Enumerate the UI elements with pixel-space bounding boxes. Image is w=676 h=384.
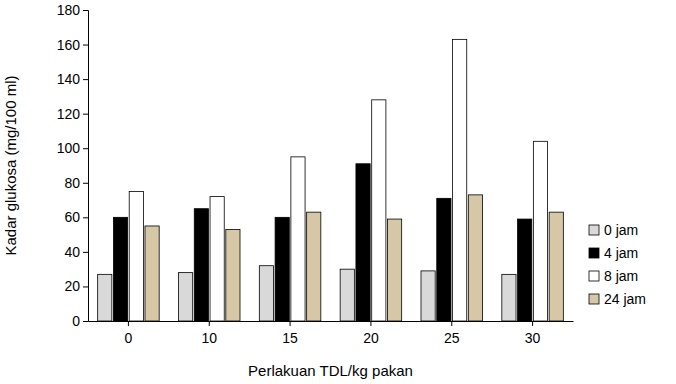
y-tick: 0 — [72, 313, 88, 329]
y-tick: 20 — [64, 278, 88, 294]
x-tick-label: 10 — [201, 330, 217, 346]
bar — [210, 197, 224, 321]
x-tick-label: 15 — [282, 330, 298, 346]
x-tick-mark — [128, 321, 129, 326]
bar-series — [145, 195, 563, 321]
legend-item: 24 jam — [589, 291, 646, 307]
legend: 0 jam 4 jam 8 jam 24 jam — [589, 222, 646, 307]
bar — [549, 212, 563, 321]
x-tick-mark — [370, 321, 371, 326]
x-tick-mark — [209, 321, 210, 326]
bar — [340, 269, 354, 321]
bar-series — [129, 39, 547, 321]
bar — [226, 229, 240, 321]
y-tick-mark — [83, 252, 88, 253]
bar — [113, 217, 127, 321]
y-tick: 40 — [64, 244, 88, 260]
y-tick: 100 — [57, 140, 88, 156]
x-tick: 25 — [444, 321, 460, 346]
x-tick: 0 — [125, 321, 133, 346]
y-tick-label: 180 — [57, 2, 81, 18]
x-tick-label: 25 — [444, 330, 460, 346]
x-axis-title: Perlakuan TDL/kg pakan — [248, 362, 413, 379]
bar — [291, 157, 305, 321]
y-tick-mark — [83, 148, 88, 149]
legend-swatch — [589, 248, 599, 258]
y-tick: 180 — [57, 2, 88, 18]
bar-series — [113, 164, 531, 321]
legend-label: 4 jam — [604, 245, 638, 261]
bar — [372, 100, 386, 321]
y-tick: 80 — [64, 175, 88, 191]
y-tick-mark — [83, 286, 88, 287]
bar — [356, 164, 370, 321]
bar — [468, 195, 482, 321]
bar — [259, 266, 273, 321]
y-tick-label: 120 — [57, 106, 81, 122]
legend-item: 4 jam — [589, 245, 638, 261]
y-tick-label: 60 — [64, 209, 80, 225]
bar — [178, 273, 192, 321]
y-axis-line — [83, 11, 89, 322]
bar — [98, 274, 112, 321]
y-tick: 160 — [57, 37, 88, 53]
x-tick-mark — [532, 321, 533, 326]
y-tick-label: 80 — [64, 175, 80, 191]
y-tick: 60 — [64, 209, 88, 225]
x-axis: 0 10 15 20 25 30 — [89, 321, 574, 346]
y-axis: 0 20 40 60 80 100 120 140 160 180 — [57, 2, 89, 329]
chart: 0 20 40 60 80 100 120 140 160 180 0 10 15 20 25 30 Perla… — [0, 0, 676, 384]
x-tick: 10 — [201, 321, 217, 346]
y-tick-label: 100 — [57, 140, 81, 156]
bar — [387, 219, 401, 321]
y-tick-mark — [83, 183, 88, 184]
legend-label: 0 jam — [604, 222, 638, 238]
x-tick-label: 20 — [363, 330, 379, 346]
legend-label: 24 jam — [604, 291, 646, 307]
y-tick-mark — [83, 114, 88, 115]
bar — [307, 212, 321, 321]
x-tick-label: 30 — [525, 330, 541, 346]
x-tick: 30 — [525, 321, 541, 346]
legend-swatch — [589, 271, 599, 281]
y-tick: 120 — [57, 106, 88, 122]
x-tick: 20 — [363, 321, 379, 346]
bar — [437, 198, 451, 321]
legend-swatch — [589, 225, 599, 235]
bar — [275, 217, 289, 321]
y-tick: 140 — [57, 71, 88, 87]
bars — [98, 39, 564, 321]
bar — [145, 226, 159, 321]
x-tick-mark — [290, 321, 291, 326]
y-tick-label: 160 — [57, 37, 81, 53]
bar — [421, 271, 435, 321]
bar — [518, 219, 532, 321]
y-tick-mark — [83, 45, 88, 46]
y-tick-label: 0 — [72, 313, 80, 329]
y-tick-mark — [83, 321, 88, 322]
x-axis-line — [89, 321, 574, 322]
y-tick-label: 140 — [57, 71, 81, 87]
legend-label: 8 jam — [604, 268, 638, 284]
x-tick-label: 0 — [125, 330, 133, 346]
bar — [194, 209, 208, 321]
y-tick-mark — [83, 217, 88, 218]
y-tick-label: 40 — [64, 244, 80, 260]
y-tick-mark — [83, 79, 88, 80]
plot: 0 20 40 60 80 100 120 140 160 180 0 10 15 20 25 30 — [57, 2, 574, 346]
y-axis-title: Kadar glukosa (mg/100 ml) — [2, 75, 19, 255]
y-tick-mark — [83, 10, 88, 11]
x-tick-mark — [451, 321, 452, 326]
bar — [129, 191, 143, 321]
legend-item: 8 jam — [589, 268, 638, 284]
legend-item: 0 jam — [589, 222, 638, 238]
x-tick: 15 — [282, 321, 298, 346]
legend-swatch — [589, 294, 599, 304]
y-tick-label: 20 — [64, 278, 80, 294]
bar — [502, 274, 516, 321]
bar — [453, 39, 467, 321]
bar — [533, 141, 547, 321]
